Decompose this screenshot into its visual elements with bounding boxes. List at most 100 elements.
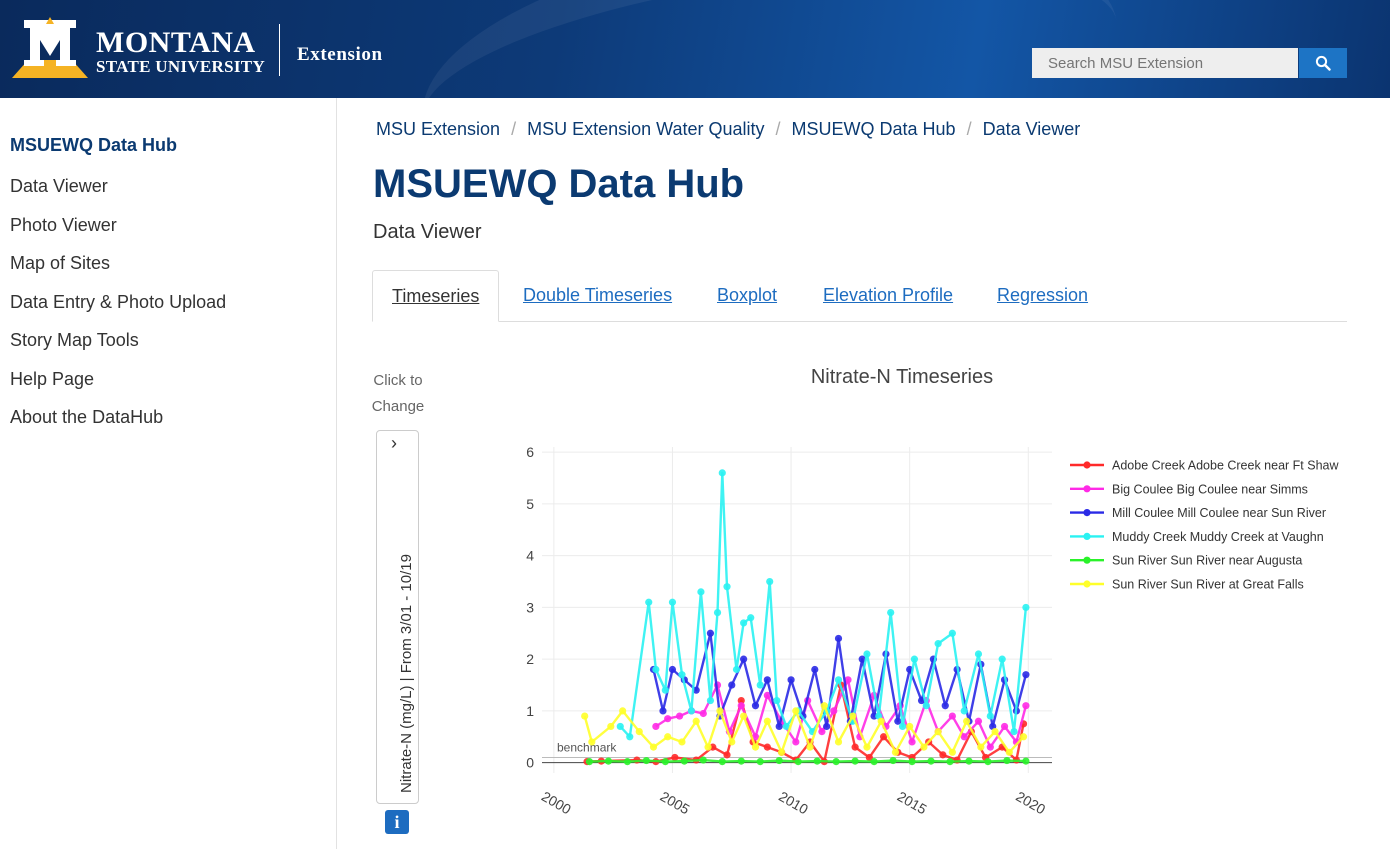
sidebar-item-data-viewer[interactable]: Data Viewer [10,176,108,196]
data-point[interactable] [849,712,857,720]
data-point[interactable] [823,722,831,731]
tab-boxplot[interactable]: Boxplot [717,285,778,305]
sidebar-item-data-entry[interactable]: Data Entry & Photo Upload [10,292,227,312]
legend-label[interactable]: Mill Coulee Mill Coulee near Sun River [1112,506,1326,520]
data-point[interactable] [699,756,707,764]
data-point[interactable] [927,757,935,765]
sidebar-item-photo-viewer[interactable]: Photo Viewer [10,215,117,235]
data-point[interactable] [740,619,748,627]
data-point[interactable] [806,743,814,751]
legend-swatch-marker[interactable] [1083,485,1091,493]
data-point[interactable] [834,676,843,684]
data-point[interactable] [920,743,928,751]
data-point[interactable] [939,751,947,759]
data-point[interactable] [792,707,800,715]
data-point[interactable] [652,665,660,674]
data-point[interactable] [948,712,956,720]
legend-swatch-marker[interactable] [1083,580,1091,588]
data-point[interactable] [851,757,859,765]
data-point[interactable] [1022,603,1030,612]
data-point[interactable] [766,577,774,586]
data-point[interactable] [635,728,643,736]
data-point[interactable] [946,758,954,766]
data-point[interactable] [1003,756,1011,765]
data-point[interactable] [675,712,684,720]
data-point[interactable] [740,655,748,663]
data-point[interactable] [718,758,726,766]
data-point[interactable] [863,743,871,751]
series-line-4[interactable] [589,758,1026,763]
legend-swatch-marker[interactable] [1083,532,1091,540]
search-input[interactable] [1032,48,1298,78]
data-point[interactable] [941,702,949,710]
info-icon[interactable]: i [385,810,409,834]
legend-label[interactable]: Big Coulee Big Coulee near Simms [1112,482,1308,496]
data-point[interactable] [1005,748,1013,756]
data-point[interactable] [775,722,783,731]
data-point[interactable] [619,707,627,715]
data-point[interactable] [991,728,999,736]
data-point[interactable] [659,707,667,715]
data-point[interactable] [960,733,968,741]
data-point[interactable] [877,717,885,725]
data-point[interactable] [777,748,786,756]
data-point[interactable] [728,681,736,689]
data-point[interactable] [1000,722,1009,731]
legend-swatch-marker[interactable] [1083,461,1091,469]
legend-label[interactable]: Sun River Sun River near Augusta [1112,554,1302,568]
data-point[interactable] [678,738,686,746]
data-point[interactable] [692,717,700,725]
data-point[interactable] [616,722,624,731]
data-point[interactable] [948,748,956,756]
breadcrumb-data-viewer[interactable]: Data Viewer [982,119,1081,139]
legend-label[interactable]: Adobe Creek Adobe Creek near Ft Shaw [1112,459,1339,473]
extension-wordmark[interactable]: Extension [297,44,383,65]
sidebar-item-about[interactable]: About the DataHub [10,407,164,427]
data-point[interactable] [713,608,722,617]
data-point[interactable] [706,696,715,705]
data-point[interactable] [851,743,859,751]
yaxis-variable-selector[interactable]: › Nitrate-N (mg/L) | From 3/01 - 10/19 [376,430,419,804]
data-point[interactable] [751,743,760,751]
data-point[interactable] [870,758,878,766]
data-point[interactable] [922,702,930,710]
data-point[interactable] [773,696,781,705]
data-point[interactable] [661,686,669,694]
data-point[interactable] [716,707,724,715]
data-point[interactable] [763,717,771,725]
data-point[interactable] [737,757,745,765]
data-point[interactable] [723,751,731,759]
legend-label[interactable]: Muddy Creek Muddy Creek at Vaughn [1112,530,1324,544]
nitrate-timeseries-chart[interactable]: Nitrate-N Timeseries 0 1 2 3 4 5 6 2000 2005 2010… [500,355,1360,835]
data-point[interactable] [723,583,731,591]
data-point[interactable] [820,702,828,710]
data-point[interactable] [751,733,760,741]
data-point[interactable] [687,707,696,715]
data-point[interactable] [830,707,838,715]
data-point[interactable] [678,671,686,679]
data-point[interactable] [998,655,1006,663]
data-point[interactable] [974,650,983,658]
data-point[interactable] [974,717,983,725]
data-point[interactable] [649,743,658,751]
data-point[interactable] [963,717,971,725]
data-point[interactable] [1019,733,1028,741]
data-point[interactable] [908,758,916,766]
legend-swatch-marker[interactable] [1083,556,1091,564]
data-point[interactable] [844,676,852,684]
data-point[interactable] [898,722,907,731]
data-point[interactable] [763,743,771,751]
data-point[interactable] [1022,702,1030,710]
data-point[interactable] [1022,757,1030,765]
sidebar-item-help-page[interactable]: Help Page [10,369,95,389]
data-point[interactable] [607,722,615,731]
data-point[interactable] [732,665,741,674]
msu-m-logo-icon[interactable] [10,16,90,80]
data-point[interactable] [986,743,994,751]
data-point[interactable] [834,738,843,746]
data-point[interactable] [664,733,672,741]
data-point[interactable] [977,743,985,751]
data-point[interactable] [1022,671,1030,679]
data-point[interactable] [671,753,679,762]
series-line-3[interactable] [619,471,1028,738]
